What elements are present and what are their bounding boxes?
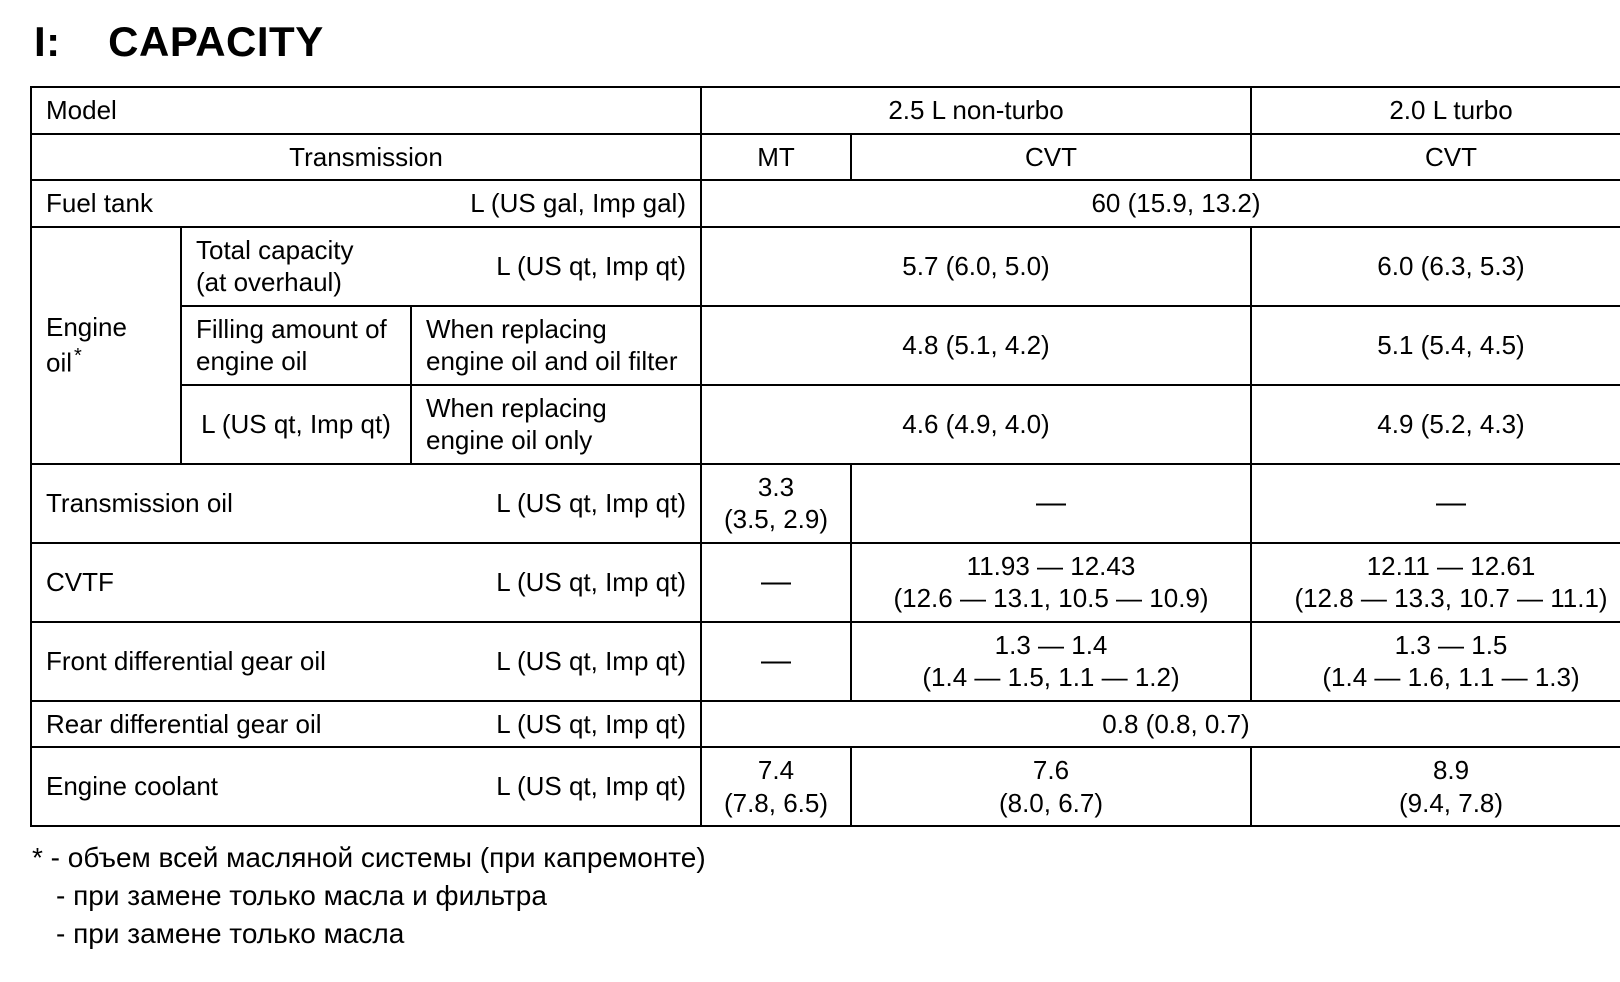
unit-rear-diff: L (US qt, Imp qt) — [411, 701, 701, 748]
footnote-2: - при замене только масла и фильтра — [32, 877, 547, 915]
heading-title: CAPACITY — [108, 18, 324, 65]
value-fuel-tank: 60 (15.9, 13.2) — [701, 180, 1620, 227]
label-engine-oil: Engine oil* — [31, 227, 181, 464]
label-eo-repl-only-a: When replacing — [426, 393, 607, 423]
value-frontdiff-nonturbo-l2: (1.4 — 1.5, 1.1 — 1.2) — [922, 662, 1179, 692]
footnote-1: * - объем всей масляной системы (при кап… — [32, 839, 1590, 877]
row-cvtf: CVTF L (US qt, Imp qt) — 11.93 — 12.43 (… — [31, 543, 1620, 622]
label-fuel-tank: Fuel tank — [31, 180, 181, 227]
label-transmission: Transmission — [31, 134, 701, 181]
trans-mt: MT — [701, 134, 851, 181]
unit-cvtf: L (US qt, Imp qt) — [411, 543, 701, 622]
label-rear-diff: Rear differential gear oil — [31, 701, 411, 748]
value-trans-oil-mt: 3.3 (3.5, 2.9) — [701, 464, 851, 543]
value-coolant-mt-l2: (7.8, 6.5) — [724, 788, 828, 818]
row-eo-only: L (US qt, Imp qt) When replacing engine … — [31, 385, 1620, 464]
value-cvtf-turbo-l2: (12.8 — 13.3, 10.7 — 11.1) — [1294, 583, 1607, 613]
label-cvtf: CVTF — [31, 543, 411, 622]
row-eo-filter: Filling amount of engine oil When replac… — [31, 306, 1620, 385]
heading-label: I: — [34, 18, 96, 66]
value-eo-filter-nonturbo: 4.8 (5.1, 4.2) — [701, 306, 1251, 385]
value-frontdiff-turbo-l2: (1.4 — 1.6, 1.1 — 1.3) — [1322, 662, 1579, 692]
unit-trans-oil: L (US qt, Imp qt) — [411, 464, 701, 543]
value-cvtf-turbo-l1: 12.11 — 12.61 — [1367, 551, 1536, 581]
unit-front-diff: L (US qt, Imp qt) — [411, 622, 701, 701]
value-coolant-cvt2-l1: 8.9 — [1433, 755, 1469, 785]
value-cvtf-mt: — — [701, 543, 851, 622]
label-eo-repl-filter-b: engine oil and oil filter — [426, 346, 678, 376]
row-fuel-tank: Fuel tank L (US gal, Imp gal) 60 (15.9, … — [31, 180, 1620, 227]
row-trans-oil: Transmission oil L (US qt, Imp qt) 3.3 (… — [31, 464, 1620, 543]
value-eo-total-nonturbo: 5.7 (6.0, 5.0) — [701, 227, 1251, 306]
label-coolant: Engine coolant — [31, 747, 411, 826]
capacity-table: Model 2.5 L non-turbo 2.0 L turbo Transm… — [30, 86, 1620, 827]
label-eo-total-b: (at overhaul) — [196, 267, 342, 297]
label-eo-repl-only: When replacing engine oil only — [411, 385, 701, 464]
row-rear-diff: Rear differential gear oil L (US qt, Imp… — [31, 701, 1620, 748]
label-eo-total: Total capacity (at overhaul) — [181, 227, 411, 306]
model-nonturbo: 2.5 L non-turbo — [701, 87, 1251, 134]
section-heading: I: CAPACITY — [34, 18, 1590, 66]
value-front-diff-turbo: 1.3 — 1.5 (1.4 — 1.6, 1.1 — 1.3) — [1251, 622, 1620, 701]
label-eo-repl-only-b: engine oil only — [426, 425, 592, 455]
value-eo-total-turbo: 6.0 (6.3, 5.3) — [1251, 227, 1620, 306]
value-coolant-cvt1-l2: (8.0, 6.7) — [999, 788, 1103, 818]
label-trans-oil: Transmission oil — [31, 464, 411, 543]
value-rear-diff: 0.8 (0.8, 0.7) — [701, 701, 1620, 748]
unit-eo-total: L (US qt, Imp qt) — [411, 227, 701, 306]
value-cvtf-nonturbo-l2: (12.6 — 13.1, 10.5 — 10.9) — [893, 583, 1208, 613]
value-eo-only-turbo: 4.9 (5.2, 4.3) — [1251, 385, 1620, 464]
label-eo-repl-filter-a: When replacing — [426, 314, 607, 344]
footnote-3: - при замене только масла — [32, 915, 404, 953]
value-eo-filter-turbo: 5.1 (5.4, 4.5) — [1251, 306, 1620, 385]
value-transoil-mt-l2: (3.5, 2.9) — [724, 504, 828, 534]
row-eo-total: Engine oil* Total capacity (at overhaul)… — [31, 227, 1620, 306]
label-eo-total-a: Total capacity — [196, 235, 354, 265]
value-eo-only-nonturbo: 4.6 (4.9, 4.0) — [701, 385, 1251, 464]
label-model: Model — [31, 87, 701, 134]
footnotes: * - объем всей масляной системы (при кап… — [32, 839, 1590, 952]
value-coolant-cvt2: 8.9 (9.4, 7.8) — [1251, 747, 1620, 826]
value-cvtf-turbo: 12.11 — 12.61 (12.8 — 13.3, 10.7 — 11.1) — [1251, 543, 1620, 622]
label-eo-fill-b: engine oil — [196, 346, 307, 376]
value-coolant-mt: 7.4 (7.8, 6.5) — [701, 747, 851, 826]
label-eo-repl-filter: When replacing engine oil and oil filter — [411, 306, 701, 385]
value-trans-oil-cvt1: — — [851, 464, 1251, 543]
value-front-diff-mt: — — [701, 622, 851, 701]
label-eo-fill: Filling amount of engine oil — [181, 306, 411, 385]
label-front-diff: Front differential gear oil — [31, 622, 411, 701]
value-cvtf-nonturbo: 11.93 — 12.43 (12.6 — 13.1, 10.5 — 10.9) — [851, 543, 1251, 622]
unit-coolant: L (US qt, Imp qt) — [411, 747, 701, 826]
value-coolant-cvt1-l1: 7.6 — [1033, 755, 1069, 785]
unit-eo-fill: L (US qt, Imp qt) — [181, 385, 411, 464]
asterisk-icon: * — [72, 345, 82, 367]
row-coolant: Engine coolant L (US qt, Imp qt) 7.4 (7.… — [31, 747, 1620, 826]
value-coolant-cvt2-l2: (9.4, 7.8) — [1399, 788, 1503, 818]
model-turbo: 2.0 L turbo — [1251, 87, 1620, 134]
page: I: CAPACITY Model 2.5 L non-turbo 2.0 L … — [0, 0, 1620, 982]
value-front-diff-nonturbo: 1.3 — 1.4 (1.4 — 1.5, 1.1 — 1.2) — [851, 622, 1251, 701]
value-trans-oil-cvt2: — — [1251, 464, 1620, 543]
value-coolant-cvt1: 7.6 (8.0, 6.7) — [851, 747, 1251, 826]
row-front-diff: Front differential gear oil L (US qt, Im… — [31, 622, 1620, 701]
row-transmission: Transmission MT CVT CVT — [31, 134, 1620, 181]
value-frontdiff-turbo-l1: 1.3 — 1.5 — [1395, 630, 1508, 660]
trans-cvt-2: CVT — [1251, 134, 1620, 181]
unit-fuel-tank: L (US gal, Imp gal) — [181, 180, 701, 227]
label-engine-oil-text: Engine oil — [46, 312, 127, 377]
value-cvtf-nonturbo-l1: 11.93 — 12.43 — [967, 551, 1136, 581]
value-coolant-mt-l1: 7.4 — [758, 755, 794, 785]
value-frontdiff-nonturbo-l1: 1.3 — 1.4 — [995, 630, 1108, 660]
row-model: Model 2.5 L non-turbo 2.0 L turbo — [31, 87, 1620, 134]
trans-cvt-1: CVT — [851, 134, 1251, 181]
value-transoil-mt-l1: 3.3 — [758, 472, 794, 502]
label-eo-fill-a: Filling amount of — [196, 314, 387, 344]
